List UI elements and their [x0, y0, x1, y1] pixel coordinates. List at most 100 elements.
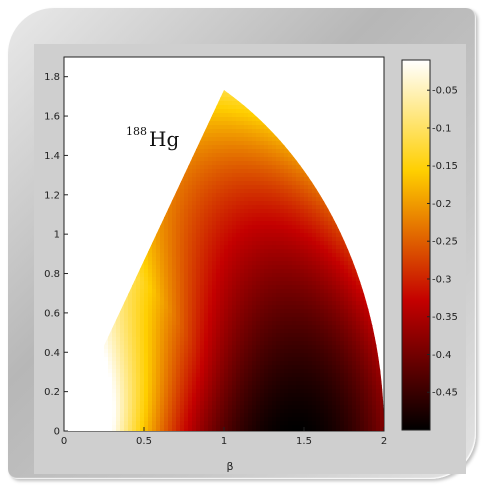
- heatmap-cell: [268, 277, 273, 282]
- heatmap-cell: [160, 309, 165, 314]
- heatmap-cell: [284, 413, 289, 418]
- heatmap-cell: [168, 401, 173, 406]
- heatmap-cell: [352, 309, 357, 314]
- heatmap-cell: [208, 425, 213, 430]
- heatmap-cell: [240, 161, 245, 166]
- heatmap-cell: [236, 209, 241, 214]
- heatmap-cell: [264, 373, 269, 378]
- heatmap-cell: [224, 277, 229, 282]
- colorbar-ticks: -0.05-0.1-0.15-0.2-0.25-0.3-0.35-0.4-0.4…: [427, 86, 458, 399]
- heatmap-cell: [364, 345, 369, 350]
- heatmap-cell: [208, 273, 213, 278]
- heatmap-cell: [312, 317, 317, 322]
- heatmap-cell: [168, 213, 173, 218]
- heatmap-cell: [308, 365, 313, 370]
- heatmap-cell: [292, 333, 297, 338]
- heatmap-cell: [268, 357, 273, 362]
- y-tick-label: 0.2: [44, 387, 60, 398]
- heatmap-cell: [264, 269, 269, 274]
- heatmap-cell: [184, 305, 189, 310]
- heatmap-cell: [172, 261, 177, 266]
- heatmap-cell: [268, 337, 273, 342]
- heatmap-cell: [172, 297, 177, 302]
- heatmap-cell: [108, 413, 113, 418]
- heatmap-cell: [92, 413, 97, 418]
- heatmap-cell: [336, 397, 341, 402]
- heatmap-cell: [300, 277, 305, 282]
- heatmap-cell: [328, 221, 333, 226]
- heatmap-cell: [152, 309, 157, 314]
- heatmap-cell: [164, 213, 169, 218]
- heatmap-cell: [280, 249, 285, 254]
- heatmap-cell: [348, 385, 353, 390]
- heatmap-cell: [152, 421, 157, 426]
- heatmap-cell: [268, 409, 273, 414]
- heatmap-cell: [312, 245, 317, 250]
- heatmap-cell: [264, 349, 269, 354]
- heatmap-cell: [152, 289, 157, 294]
- heatmap-cell: [248, 397, 253, 402]
- heatmap-cell: [324, 277, 329, 282]
- heatmap-cell: [308, 337, 313, 342]
- heatmap-cell: [200, 409, 205, 414]
- heatmap-cell: [300, 217, 305, 222]
- heatmap-cell: [284, 305, 289, 310]
- heatmap-cell: [208, 169, 213, 174]
- heatmap-cell: [280, 381, 285, 386]
- heatmap-cell: [356, 381, 361, 386]
- heatmap-cell: [260, 233, 265, 238]
- heatmap-cell: [100, 413, 105, 418]
- heatmap-cell: [312, 233, 317, 238]
- heatmap-cell: [256, 333, 261, 338]
- heatmap-cell: [288, 305, 293, 310]
- heatmap-cell: [184, 357, 189, 362]
- heatmap-cell: [184, 277, 189, 282]
- heatmap-cell: [216, 257, 221, 262]
- heatmap-cell: [268, 365, 273, 370]
- heatmap-cell: [264, 177, 269, 182]
- heatmap-cell: [364, 301, 369, 306]
- heatmap-cell: [328, 357, 333, 362]
- heatmap-cell: [196, 233, 201, 238]
- heatmap-cell: [108, 357, 113, 362]
- heatmap-cell: [220, 381, 225, 386]
- heatmap-cell: [164, 309, 169, 314]
- heatmap-cell: [180, 329, 185, 334]
- heatmap-cell: [204, 221, 209, 226]
- heatmap-cell: [248, 301, 253, 306]
- heatmap-cell: [252, 145, 257, 150]
- heatmap-cell: [300, 293, 305, 298]
- heatmap-cell: [212, 197, 217, 202]
- heatmap-cell: [308, 373, 313, 378]
- heatmap-cell: [152, 245, 157, 250]
- heatmap-cell: [320, 261, 325, 266]
- heatmap-cell: [228, 181, 233, 186]
- heatmap-cell: [260, 285, 265, 290]
- heatmap-cell: [160, 389, 165, 394]
- heatmap-cell: [212, 357, 217, 362]
- heatmap-cell: [360, 301, 365, 306]
- heatmap-cell: [272, 177, 277, 182]
- heatmap-cell: [324, 365, 329, 370]
- heatmap-cell: [320, 273, 325, 278]
- heatmap-cell: [140, 309, 145, 314]
- heatmap-cell: [268, 241, 273, 246]
- heatmap-cell: [308, 325, 313, 330]
- heatmap-cell: [244, 417, 249, 422]
- heatmap-cell: [324, 377, 329, 382]
- heatmap-cell: [360, 377, 365, 382]
- heatmap-cell: [300, 397, 305, 402]
- heatmap-cell: [144, 349, 149, 354]
- heatmap-cell: [308, 257, 313, 262]
- heatmap-cell: [148, 261, 153, 266]
- heatmap-cell: [164, 273, 169, 278]
- heatmap-cell: [192, 409, 197, 414]
- heatmap-cell: [132, 281, 137, 286]
- heatmap-cell: [268, 249, 273, 254]
- heatmap-cell: [124, 417, 129, 422]
- heatmap-cell: [180, 241, 185, 246]
- heatmap-cell: [192, 309, 197, 314]
- heatmap-cell: [200, 261, 205, 266]
- heatmap-cell: [292, 381, 297, 386]
- heatmap-cell: [308, 189, 313, 194]
